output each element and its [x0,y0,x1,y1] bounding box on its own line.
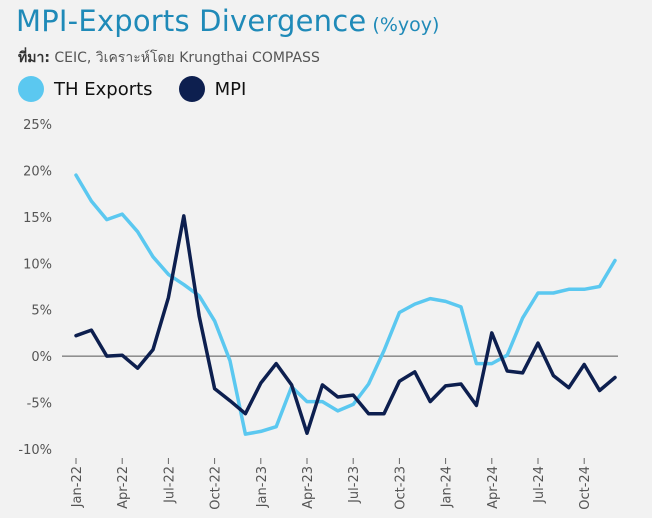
y-tick-label: -5% [27,397,52,412]
x-tick-label: Jul-22 [162,466,177,504]
x-tick-label: Jul-23 [347,466,362,504]
series-line-th-exports [74,173,617,436]
legend-item-th-exports: TH Exports [18,76,153,102]
x-tick-label: Oct-23 [393,466,408,510]
y-tick-label: 15% [23,211,52,226]
y-axis: 25% 20% 15% 10% 5% 0% -5% -10% [18,118,52,458]
legend-label-th-exports: TH Exports [54,78,153,100]
legend-swatch-th-exports [18,76,44,102]
legend-item-mpi: MPI [178,76,247,102]
x-axis: Jan-22 Apr-22 Jul-22 Oct-22 Jan-23 Apr-23 Jul-… [70,458,593,510]
y-tick-label: 25% [23,118,52,133]
source-note: ที่มา: CEIC, วิเคราะห์โดย Krungthai COMP… [18,47,320,69]
legend-swatch-mpi [178,76,205,102]
chart-subtitle: (%yoy) [372,14,440,36]
x-tick-label: Jan-23 [255,466,270,508]
x-tick-label: Apr-22 [116,466,131,509]
series-line-mpi [74,214,617,435]
y-tick-label: 5% [31,304,52,319]
x-tick-label: Oct-24 [578,466,593,510]
x-tick-label: Jan-22 [70,466,85,508]
x-tick-label: Apr-23 [301,466,316,509]
y-tick-label: 0% [31,350,52,365]
source-text: CEIC, วิเคราะห์โดย Krungthai COMPASS [49,50,320,66]
legend-label-mpi: MPI [214,78,247,100]
y-tick-label: 10% [23,257,52,272]
x-tick-label: Apr-24 [486,466,501,509]
source-prefix: ที่มา: [18,50,50,66]
legend: TH Exports MPI [18,76,272,102]
y-tick-label: 20% [23,164,52,179]
chart-title-block: MPI-Exports Divergence (%yoy) [16,4,439,38]
chart-title: MPI-Exports Divergence [16,4,367,38]
x-tick-label: Jul-24 [532,466,547,504]
x-tick-label: Oct-22 [209,466,224,510]
x-tick-label: Jan-24 [440,466,455,508]
y-tick-label: -10% [18,443,52,458]
plot-area [62,173,618,436]
